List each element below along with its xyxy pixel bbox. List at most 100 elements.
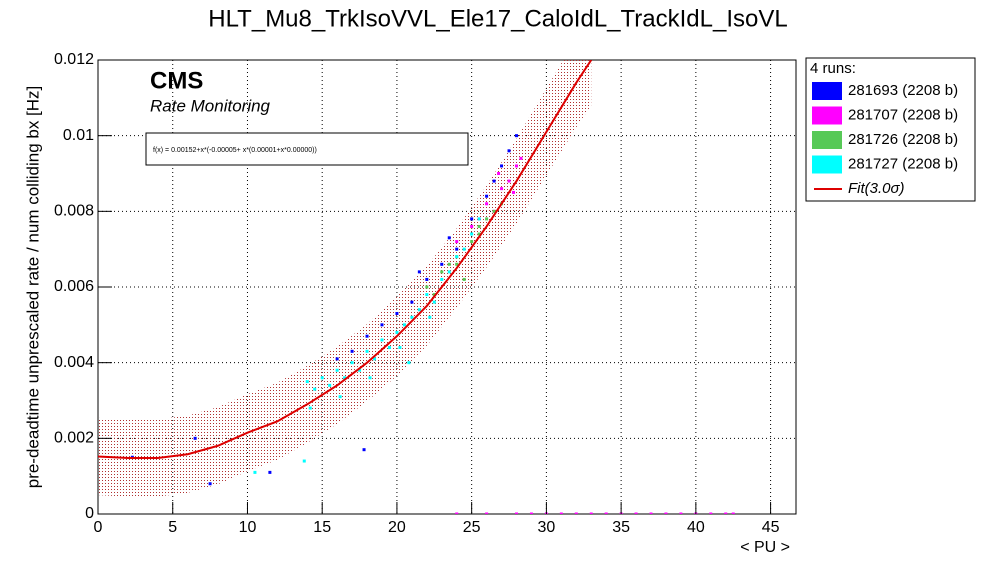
point bbox=[432, 300, 436, 304]
point bbox=[485, 194, 489, 198]
point bbox=[664, 512, 668, 514]
point bbox=[470, 217, 474, 221]
point bbox=[485, 202, 489, 206]
point bbox=[362, 448, 366, 452]
point bbox=[462, 247, 466, 251]
point bbox=[604, 512, 608, 514]
point bbox=[485, 512, 489, 514]
point bbox=[380, 338, 384, 342]
point bbox=[417, 270, 421, 274]
point bbox=[515, 512, 519, 514]
point bbox=[512, 190, 516, 194]
x-axis-label: < PU > bbox=[740, 539, 790, 556]
point bbox=[343, 376, 347, 380]
point bbox=[515, 134, 519, 138]
point bbox=[268, 470, 272, 474]
point bbox=[500, 164, 504, 168]
point bbox=[208, 482, 212, 486]
point bbox=[649, 512, 653, 514]
point bbox=[507, 149, 511, 153]
point bbox=[428, 315, 432, 319]
point bbox=[398, 346, 402, 350]
fit-line bbox=[98, 60, 593, 460]
point bbox=[320, 376, 324, 380]
y-tick-label: 0.012 bbox=[54, 51, 94, 68]
y-tick-label: 0.008 bbox=[54, 203, 94, 220]
point bbox=[440, 262, 444, 266]
y-axis-label: pre-deadtime unprescaled rate / num coll… bbox=[23, 86, 42, 489]
legend-label: 281707 (2208 b) bbox=[848, 106, 958, 123]
x-tick-label: 10 bbox=[239, 519, 257, 536]
point bbox=[425, 293, 429, 297]
x-tick-label: 25 bbox=[463, 519, 481, 536]
point bbox=[492, 209, 496, 213]
point bbox=[559, 512, 563, 514]
point bbox=[455, 255, 459, 259]
point bbox=[380, 323, 384, 327]
x-tick-label: 45 bbox=[762, 519, 780, 536]
point bbox=[470, 224, 474, 228]
x-tick-label: 0 bbox=[94, 519, 103, 536]
point bbox=[365, 349, 369, 353]
point bbox=[432, 293, 436, 297]
point bbox=[500, 187, 504, 191]
legend-swatch bbox=[812, 155, 842, 174]
legend-swatch bbox=[812, 82, 842, 100]
point bbox=[335, 368, 339, 372]
point bbox=[477, 224, 481, 228]
point bbox=[338, 395, 342, 399]
y-tick-label: 0.004 bbox=[54, 354, 94, 371]
point bbox=[350, 361, 354, 365]
x-tick-label: 40 bbox=[687, 519, 705, 536]
y-tick-label: 0.002 bbox=[54, 430, 94, 447]
point bbox=[724, 512, 728, 514]
legend-label: 281693 (2208 b) bbox=[848, 82, 958, 99]
legend-label: 281726 (2208 b) bbox=[848, 131, 958, 148]
point bbox=[410, 315, 414, 319]
point bbox=[731, 512, 735, 514]
point bbox=[313, 387, 317, 391]
point bbox=[305, 380, 309, 384]
point bbox=[407, 361, 411, 365]
point bbox=[447, 270, 451, 274]
legend-swatch bbox=[812, 106, 842, 125]
point bbox=[368, 376, 372, 380]
point bbox=[365, 334, 369, 338]
point bbox=[507, 179, 511, 183]
fit-formula: f(x) = 0.00152+x*(-0.00005+ x*(0.00001+x… bbox=[153, 147, 317, 154]
point bbox=[470, 240, 474, 244]
point bbox=[395, 330, 399, 334]
point bbox=[417, 308, 421, 312]
point bbox=[470, 232, 474, 236]
legend-label: Fit(3.0σ) bbox=[848, 180, 905, 197]
legend bbox=[805, 57, 976, 202]
point bbox=[455, 512, 459, 514]
point bbox=[709, 512, 713, 514]
point bbox=[634, 512, 638, 514]
point bbox=[410, 300, 414, 304]
legend-swatch bbox=[812, 131, 842, 149]
x-tick-label: 15 bbox=[313, 519, 331, 536]
point bbox=[455, 247, 459, 251]
point bbox=[373, 357, 377, 361]
point bbox=[519, 156, 523, 160]
point bbox=[529, 512, 533, 514]
point bbox=[335, 357, 339, 361]
point bbox=[302, 459, 306, 463]
point bbox=[328, 383, 332, 387]
x-tick-label: 35 bbox=[612, 519, 630, 536]
point bbox=[440, 277, 444, 281]
point bbox=[395, 311, 399, 315]
x-tick-label: 20 bbox=[388, 519, 406, 536]
point bbox=[193, 436, 197, 440]
chart-title: HLT_Mu8_TrkIsoVVL_Ele17_CaloIdL_TrackIdL… bbox=[208, 5, 787, 32]
point bbox=[477, 217, 481, 221]
point bbox=[679, 512, 683, 514]
point bbox=[455, 240, 459, 244]
point bbox=[425, 285, 429, 289]
y-tick-label: 0 bbox=[85, 505, 94, 522]
point bbox=[492, 179, 496, 183]
point bbox=[447, 236, 451, 240]
y-tick-label: 0.006 bbox=[54, 278, 94, 295]
